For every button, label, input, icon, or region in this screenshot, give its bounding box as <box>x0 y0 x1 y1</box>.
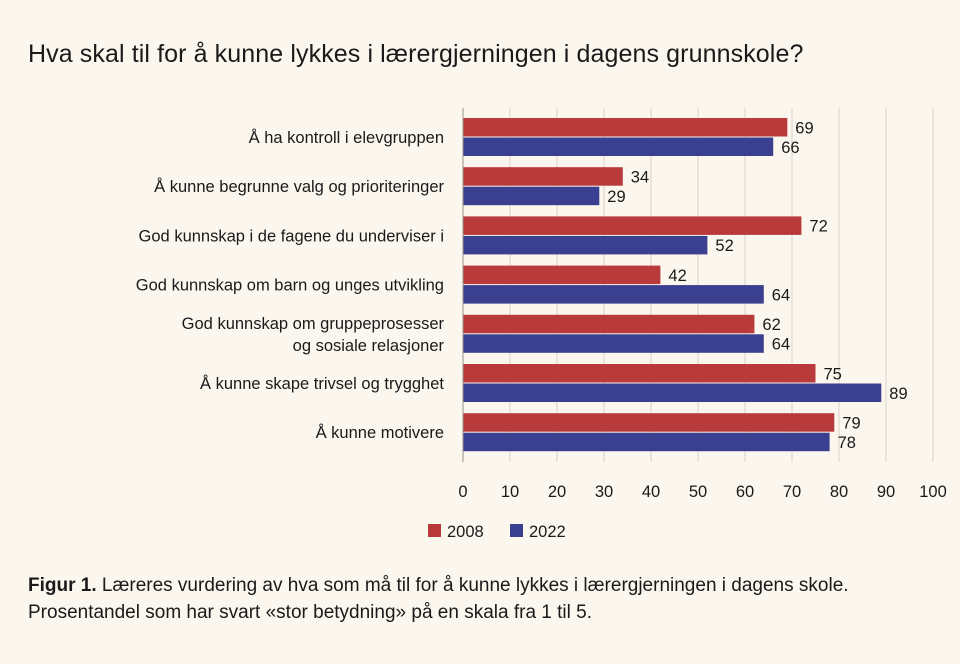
category-label: God kunnskap om barn og unges utvikling <box>136 277 444 295</box>
bar-2008 <box>463 265 661 285</box>
data-label: 89 <box>889 385 907 403</box>
x-tick-label: 60 <box>736 483 754 501</box>
bar-2008 <box>463 118 788 137</box>
bar-2008 <box>463 216 802 235</box>
x-tick-label: 10 <box>501 483 519 501</box>
legend-swatch-2022 <box>510 524 523 537</box>
caption-text: Læreres vurdering av hva som må til for … <box>28 575 849 623</box>
data-label: 66 <box>781 139 799 157</box>
bar-2008 <box>463 314 755 334</box>
caption-label: Figur 1. <box>28 575 97 596</box>
data-label: 29 <box>607 188 625 206</box>
data-label: 64 <box>772 286 790 304</box>
x-tick-label: 40 <box>642 483 660 501</box>
data-label: 78 <box>838 434 856 452</box>
x-tick-label: 50 <box>689 483 707 501</box>
x-tick-label: 30 <box>595 483 613 501</box>
bar-2022 <box>463 235 708 255</box>
category-label: og sosiale relasjoner <box>293 337 445 355</box>
category-label: Å kunne motivere <box>316 423 444 442</box>
bar-2022 <box>463 432 830 452</box>
data-label: 42 <box>668 267 686 285</box>
data-label: 52 <box>715 237 733 255</box>
x-axis: 0 10 20 30 40 50 60 70 80 90 100 <box>458 108 947 501</box>
grid-lines <box>509 108 934 462</box>
category-label: Å ha kontroll i elevgruppen <box>249 128 444 147</box>
chart-title: Hva skal til for å kunne lykkes i lærerg… <box>28 40 804 68</box>
data-label: 62 <box>762 316 780 334</box>
bar-2022 <box>463 137 774 156</box>
legend: 2008 2022 <box>428 523 566 541</box>
bar-2022 <box>463 383 882 402</box>
legend-label-2022: 2022 <box>529 523 566 541</box>
data-label: 34 <box>631 168 649 186</box>
data-label: 69 <box>795 119 813 137</box>
figure-caption: Figur 1. Læreres vurdering av hva som må… <box>28 572 938 626</box>
bar-2022 <box>463 285 764 304</box>
legend-swatch-2008 <box>428 524 441 537</box>
data-label: 75 <box>824 365 842 383</box>
bar-chart: 69 66 Å ha kontroll i elevgruppen 34 29 Å kun… <box>136 108 947 541</box>
bar-2022 <box>463 186 600 206</box>
x-tick-label: 20 <box>548 483 566 501</box>
category-label: God kunnskap om gruppeprosesser <box>182 315 445 333</box>
legend-label-2008: 2008 <box>447 523 484 541</box>
category-label: God kunnskap i de fagene du underviser i <box>139 227 444 245</box>
bar-2008 <box>463 413 835 432</box>
x-tick-label: 80 <box>830 483 848 501</box>
bars <box>463 118 882 452</box>
x-tick-label: 70 <box>783 483 801 501</box>
data-label: 72 <box>809 218 827 236</box>
x-tick-label: 100 <box>919 483 947 501</box>
data-label: 64 <box>772 336 790 354</box>
category-label: Å kunne skape trivsel og trygghet <box>200 374 444 393</box>
data-label: 79 <box>842 414 860 432</box>
labels: 69 66 Å ha kontroll i elevgruppen 34 29 Å kun… <box>136 119 908 452</box>
bar-2022 <box>463 334 764 353</box>
bar-2008 <box>463 364 816 383</box>
x-tick-label: 0 <box>458 483 467 501</box>
x-tick-label: 90 <box>877 483 895 501</box>
bar-2008 <box>463 167 623 186</box>
category-label: Å kunne begrunne valg og prioriteringer <box>154 177 444 196</box>
